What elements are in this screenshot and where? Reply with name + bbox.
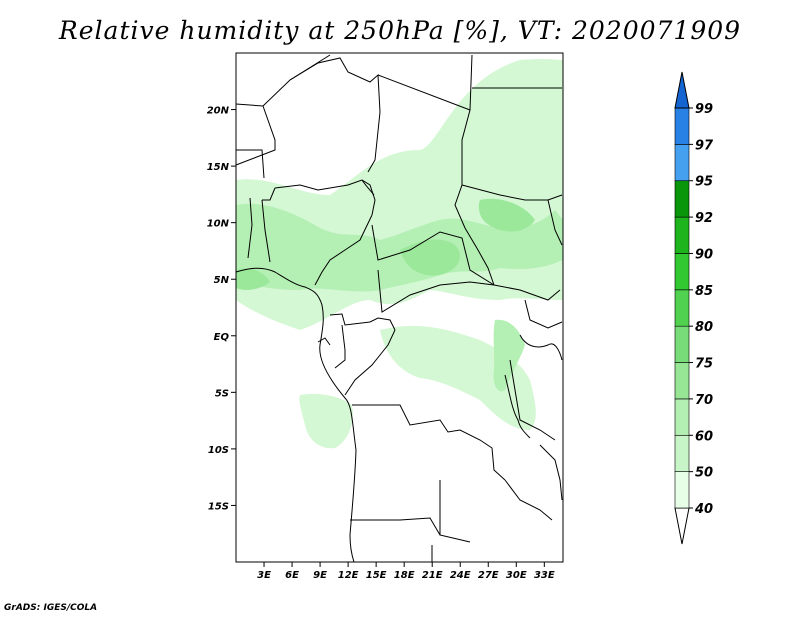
border-burkina	[262, 187, 276, 201]
colorbar-label: 80	[695, 320, 713, 335]
colorbar-label: 92	[695, 211, 713, 226]
lat-tick-label: 5S	[215, 388, 229, 399]
colorbar-min-extension	[674, 507, 690, 545]
border-chad-libya	[377, 54, 473, 111]
border-chad-sudan	[454, 109, 495, 286]
lat-tick-label: 20N	[207, 106, 230, 117]
humidity-area	[514, 59, 563, 122]
colorbar-label: 97	[695, 138, 714, 153]
colorbar-label: 99	[695, 102, 713, 117]
colorbar-segment	[674, 362, 690, 400]
border-niger-nigeria	[274, 179, 376, 216]
border-chad-car	[371, 224, 495, 286]
lon-tick-label: 30E	[506, 570, 527, 581]
lon-tick-label: 6E	[285, 570, 299, 581]
border-namibia	[350, 517, 441, 536]
colorbar-segment	[674, 289, 690, 327]
latitude-axis: 20N 15N 10N 5N EQ 5S 10S 15S	[207, 106, 236, 512]
border-sudan-ss	[461, 184, 563, 201]
border-lake-victoria	[519, 334, 563, 361]
border-mozambique	[539, 444, 563, 501]
lon-tick-label: 3E	[257, 570, 271, 581]
colorbar-segment	[674, 398, 690, 436]
humidity-area	[493, 319, 525, 392]
country-borders	[235, 54, 563, 563]
colorbar-segment	[674, 471, 690, 509]
colorbar-label: 90	[695, 247, 713, 262]
lon-tick-label: 21E	[422, 570, 443, 581]
chart-title: Relative humidity at 250hPa [%], VT: 202…	[58, 16, 742, 45]
colorbar-segment	[674, 107, 690, 145]
humidity-area	[478, 198, 535, 232]
colorbar-segment	[674, 144, 690, 182]
map-frame	[235, 52, 564, 563]
humidity-area	[236, 203, 563, 292]
border-tanzania	[509, 359, 556, 441]
lat-tick-label: 10S	[208, 445, 229, 456]
border-angola-zambia	[439, 480, 471, 543]
humidity-fields	[236, 59, 563, 449]
colorbar-label: 60	[695, 429, 713, 444]
border-car-drc	[377, 269, 561, 313]
colorbar-label: 50	[695, 466, 713, 481]
border-cameroon-gabon	[329, 313, 396, 331]
colorbar-label: 95	[695, 175, 713, 190]
humidity-area	[299, 394, 353, 449]
lon-tick-label: 24E	[450, 570, 471, 581]
border-niger-north	[289, 57, 381, 173]
footer-credit: GrADS: IGES/COLA	[4, 603, 98, 613]
border-congo-drc	[344, 329, 396, 396]
lon-tick-label: 18E	[394, 570, 415, 581]
border-west-coast-states	[247, 197, 253, 259]
border-uganda-kenya	[524, 299, 563, 329]
border-cabinda	[317, 337, 331, 346]
colorbar-segment	[674, 434, 690, 472]
lon-tick-label: 9E	[313, 570, 327, 581]
lat-tick-label: EQ	[214, 332, 230, 343]
border-algeria-mali	[235, 54, 331, 107]
lon-tick-label: 33E	[534, 570, 555, 581]
colorbar-label: 40	[694, 502, 713, 517]
border-west-sahara	[236, 149, 265, 179]
colorbar-segment	[674, 325, 690, 363]
humidity-area	[236, 268, 270, 290]
lat-tick-label: 10N	[207, 219, 230, 230]
border-zambia-east	[504, 479, 553, 521]
lon-tick-label: 12E	[338, 570, 359, 581]
lat-tick-label: 15S	[208, 501, 229, 512]
colorbar-segment	[674, 253, 690, 291]
border-lake-chad	[361, 179, 375, 196]
coastline-west	[235, 267, 357, 563]
lon-tick-label: 27E	[478, 570, 499, 581]
colorbar: 40 50 60 70 75 80 85 90 92 95 97 99	[674, 71, 714, 545]
longitude-axis: 3E 6E 9E 12E 15E 18E 21E 24E 27E 30E 33E	[257, 562, 555, 581]
border-drc-angola	[352, 404, 506, 481]
lat-tick-label: 15N	[207, 162, 230, 173]
colorbar-segment	[674, 216, 690, 254]
colorbar-max-extension	[674, 71, 690, 109]
border-ethiopia	[547, 199, 563, 246]
border-ghana-togo	[261, 199, 271, 263]
colorbar-label: 75	[695, 357, 713, 372]
colorbar-segment	[674, 180, 690, 218]
humidity-area	[400, 239, 460, 276]
lat-tick-label: 5N	[214, 275, 230, 286]
colorbar-label: 70	[695, 393, 713, 408]
border-gabon-congo	[334, 324, 346, 369]
border-libya-niger	[235, 105, 276, 166]
colorbar-label: 85	[695, 284, 713, 299]
border-lake-tanganyika	[504, 374, 531, 439]
lon-tick-label: 15E	[366, 570, 387, 581]
border-nigeria-cameroon	[314, 214, 373, 286]
